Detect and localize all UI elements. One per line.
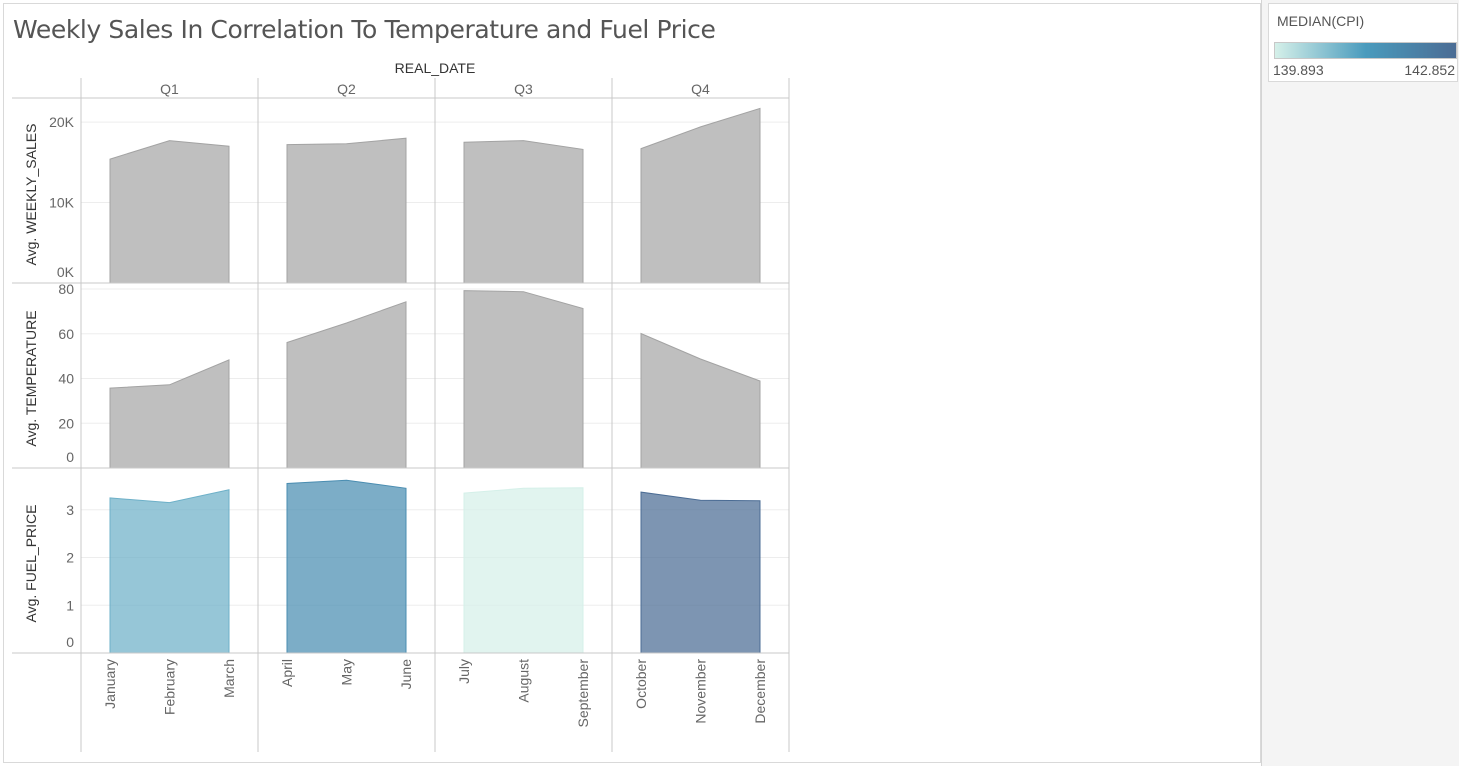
legend-gradient-bar xyxy=(1274,42,1457,59)
y-tick-label: 1 xyxy=(66,597,74,613)
month-label: September xyxy=(575,659,591,728)
y-tick-label: 20 xyxy=(58,415,74,431)
y-tick-label: 10K xyxy=(49,195,75,211)
area-mark xyxy=(463,290,584,469)
area-mark xyxy=(286,301,407,469)
row-label: Avg. TEMPERATURE xyxy=(23,310,39,446)
area-mark xyxy=(109,359,230,469)
area-mark xyxy=(463,487,584,654)
y-tick-label: 0 xyxy=(66,634,74,650)
month-label: November xyxy=(693,659,709,724)
dashboard: Weekly Sales In Correlation To Temperatu… xyxy=(0,0,1262,766)
area-mark xyxy=(109,489,230,654)
dashboard-frame xyxy=(3,3,1261,763)
area-mark xyxy=(640,332,761,469)
legend-title: MEDIAN(CPI) xyxy=(1277,13,1365,29)
y-tick-label: 40 xyxy=(58,371,74,387)
month-label: April xyxy=(279,659,295,687)
area-chart[interactable]: REAL_DATE Q1 Q2 Q3 Q4 0K 10K 20K Avg. WEEKLY_SAL… xyxy=(0,0,800,766)
area-mark xyxy=(640,491,761,654)
y-tick-label: 60 xyxy=(58,326,74,342)
legend-min-label: 139.893 xyxy=(1273,62,1324,78)
row-label: Avg. FUEL_PRICE xyxy=(23,504,39,622)
legend-max-label: 142.852 xyxy=(1404,62,1455,78)
color-legend[interactable]: MEDIAN(CPI) 139.893 142.852 xyxy=(1268,3,1458,82)
y-tick-label: 0 xyxy=(66,449,74,465)
month-label: March xyxy=(221,659,237,698)
y-tick-label: 0K xyxy=(57,264,75,280)
month-label: August xyxy=(516,659,532,703)
month-label: December xyxy=(752,659,768,724)
row-label: Avg. WEEKLY_SALES xyxy=(23,124,39,266)
month-label: May xyxy=(339,659,355,685)
area-mark xyxy=(109,140,230,284)
quarter-header: Q1 xyxy=(160,81,179,97)
quarter-header: Q2 xyxy=(337,81,356,97)
y-tick-label: 80 xyxy=(58,281,74,297)
y-tick-label: 2 xyxy=(66,550,74,566)
y-tick-label: 3 xyxy=(66,502,74,518)
area-mark xyxy=(640,107,761,284)
chart-title: Weekly Sales In Correlation To Temperatu… xyxy=(13,15,716,44)
month-label: January xyxy=(102,659,118,709)
y-tick-label: 20K xyxy=(49,114,75,130)
month-label: July xyxy=(456,659,472,684)
month-label: June xyxy=(398,659,414,690)
month-label: October xyxy=(633,659,649,709)
month-label: February xyxy=(162,659,178,715)
area-mark xyxy=(286,479,407,654)
column-header: REAL_DATE xyxy=(395,60,476,76)
area-mark xyxy=(286,137,407,284)
quarter-header: Q3 xyxy=(514,81,533,97)
side-panel xyxy=(1262,0,1459,766)
area-mark xyxy=(463,140,584,284)
quarter-header: Q4 xyxy=(691,81,710,97)
